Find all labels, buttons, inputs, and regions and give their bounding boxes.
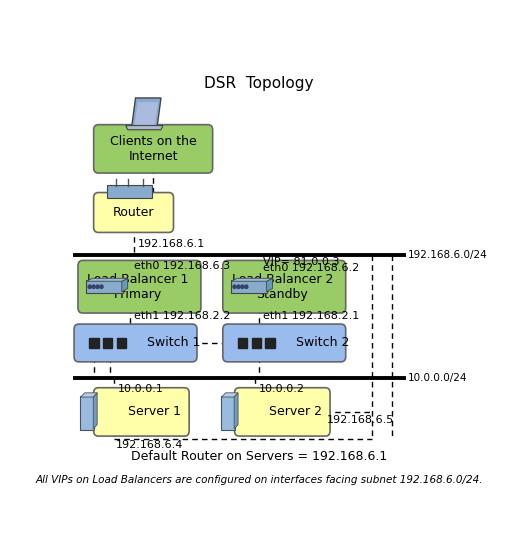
Text: eth1 192.168.2.2: eth1 192.168.2.2: [133, 311, 230, 321]
FancyBboxPatch shape: [93, 388, 189, 436]
Text: 192.168.6.5: 192.168.6.5: [327, 414, 394, 424]
Polygon shape: [81, 393, 97, 397]
Circle shape: [96, 285, 99, 288]
FancyBboxPatch shape: [93, 192, 174, 233]
Circle shape: [245, 285, 248, 288]
Circle shape: [233, 285, 236, 288]
Text: Load Balancer 1
Primary: Load Balancer 1 Primary: [87, 273, 188, 301]
Polygon shape: [87, 278, 128, 281]
Polygon shape: [234, 393, 238, 429]
Text: Router: Router: [113, 206, 155, 219]
Bar: [103, 338, 113, 348]
Text: 192.168.6.1: 192.168.6.1: [137, 239, 205, 249]
Text: 10.0.0.2: 10.0.0.2: [259, 383, 305, 393]
Bar: [266, 338, 275, 348]
Text: DSR  Topology: DSR Topology: [204, 75, 314, 90]
FancyBboxPatch shape: [86, 280, 123, 293]
Polygon shape: [122, 278, 128, 292]
Polygon shape: [132, 98, 161, 128]
Circle shape: [237, 285, 240, 288]
FancyBboxPatch shape: [80, 396, 94, 430]
Text: eth1 192.168.2.1: eth1 192.168.2.1: [263, 311, 359, 321]
Polygon shape: [126, 126, 163, 130]
Text: 10.0.0.0/24: 10.0.0.0/24: [408, 373, 467, 383]
Text: eth0 192.168.6.3: eth0 192.168.6.3: [133, 261, 230, 271]
Text: Default Router on Servers = 192.168.6.1: Default Router on Servers = 192.168.6.1: [131, 450, 387, 463]
Circle shape: [100, 285, 103, 288]
Text: eth0 192.168.6.2: eth0 192.168.6.2: [263, 263, 359, 273]
FancyBboxPatch shape: [231, 280, 268, 293]
Text: Clients on the
Internet: Clients on the Internet: [110, 135, 196, 163]
Bar: [89, 338, 99, 348]
Text: Server 2: Server 2: [269, 406, 322, 418]
Bar: [117, 338, 126, 348]
Circle shape: [88, 285, 91, 288]
FancyBboxPatch shape: [223, 324, 346, 362]
Text: 10.0.0.1: 10.0.0.1: [118, 383, 164, 393]
Polygon shape: [222, 393, 238, 397]
Polygon shape: [134, 102, 158, 125]
Bar: [238, 338, 247, 348]
Text: Server 1: Server 1: [128, 406, 181, 418]
Circle shape: [92, 285, 95, 288]
Polygon shape: [93, 393, 97, 429]
Text: VIP= 81.0.0.3: VIP= 81.0.0.3: [263, 257, 339, 267]
Polygon shape: [267, 278, 273, 292]
Text: 192.168.6.4: 192.168.6.4: [116, 440, 183, 450]
Text: Switch 2: Switch 2: [296, 337, 349, 349]
Text: Load Balancer 2
Standby: Load Balancer 2 Standby: [232, 273, 333, 301]
Text: 192.168.6.0/24: 192.168.6.0/24: [408, 250, 487, 260]
Polygon shape: [231, 278, 273, 281]
FancyBboxPatch shape: [78, 261, 201, 313]
FancyBboxPatch shape: [221, 396, 235, 430]
Bar: [252, 338, 261, 348]
Circle shape: [241, 285, 244, 288]
FancyBboxPatch shape: [234, 388, 330, 436]
Text: Switch 1: Switch 1: [147, 337, 200, 349]
FancyBboxPatch shape: [74, 324, 197, 362]
FancyBboxPatch shape: [93, 125, 213, 173]
FancyBboxPatch shape: [223, 261, 346, 313]
FancyBboxPatch shape: [108, 185, 152, 198]
Text: All VIPs on Load Balancers are configured on interfaces facing subnet 192.168.6.: All VIPs on Load Balancers are configure…: [35, 475, 483, 485]
